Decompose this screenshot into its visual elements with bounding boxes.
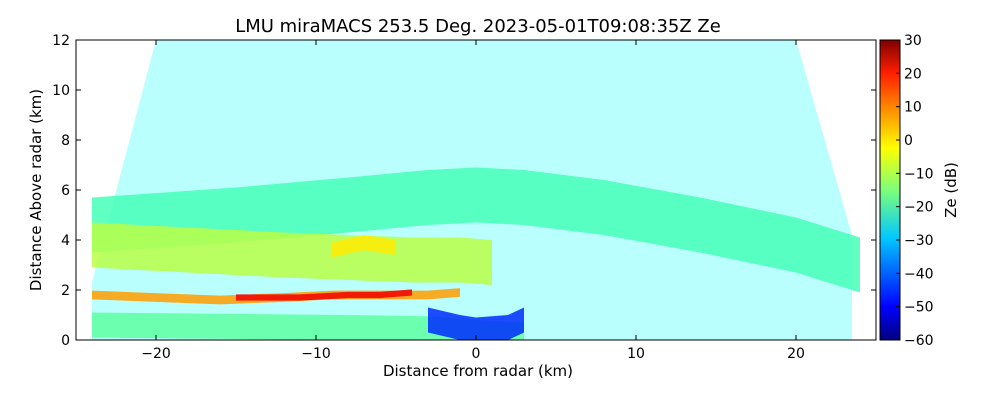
y-tick-label: 10 (52, 83, 70, 99)
y-tick-label: 0 (61, 333, 70, 349)
colorbar-tick-label: −50 (904, 300, 934, 316)
y-tick-label: 2 (61, 283, 70, 299)
colorbar-tick-label: −10 (904, 166, 934, 182)
colorbar-tick-label: 10 (904, 100, 922, 116)
y-axis-label: Distance Above radar (km) (27, 89, 45, 291)
plot-area (76, 40, 876, 340)
colorbar-ticks: 30 20 10 0 −10 −20 −30 −40 −50 −60 (896, 33, 934, 349)
x-tick-label: 10 (627, 346, 645, 362)
y-tick-label: 8 (61, 133, 70, 149)
x-tick-label: 20 (787, 346, 805, 362)
colorbar-label: Ze (dB) (942, 162, 960, 218)
x-tick-label: −20 (141, 346, 171, 362)
reflectivity-layer-5 (428, 307, 524, 340)
x-tick-label: 0 (472, 346, 481, 362)
y-axis: 0 2 4 6 8 10 12 (52, 33, 876, 349)
chart-title: LMU miraMACS 253.5 Deg. 2023-05-01T09:08… (235, 16, 721, 37)
reflectivity-layer-1 (92, 222, 492, 285)
colorbar-gradient (879, 39, 901, 341)
y-tick-label: 6 (61, 183, 70, 199)
reflectivity-layer-0 (92, 167, 860, 293)
colorbar-tick-label: −40 (904, 266, 934, 282)
y-tick-label: 4 (61, 233, 70, 249)
x-axis: −20 −10 0 10 20 (141, 40, 805, 362)
colorbar-tick-label: 0 (904, 133, 913, 149)
colorbar-tick-label: −60 (904, 333, 934, 349)
reflectivity-layer-4 (92, 312, 524, 340)
x-tick-label: −10 (301, 346, 331, 362)
x-axis-label: Distance from radar (km) (383, 362, 573, 380)
reflectivity-field-layer (92, 167, 860, 340)
colorbar-tick-label: −30 (904, 233, 934, 249)
reflectivity-layer-6 (332, 235, 396, 258)
colorbar-tick-label: −20 (904, 200, 934, 216)
colorbar-tick-label: 20 (904, 66, 922, 82)
colorbar-tick-label: 30 (904, 33, 922, 49)
reflectivity-layer-3 (236, 289, 412, 301)
colorbar: 30 20 10 0 −10 −20 −30 −40 −50 −60 Ze (dB) (879, 33, 960, 349)
y-tick-label: 12 (52, 33, 70, 49)
